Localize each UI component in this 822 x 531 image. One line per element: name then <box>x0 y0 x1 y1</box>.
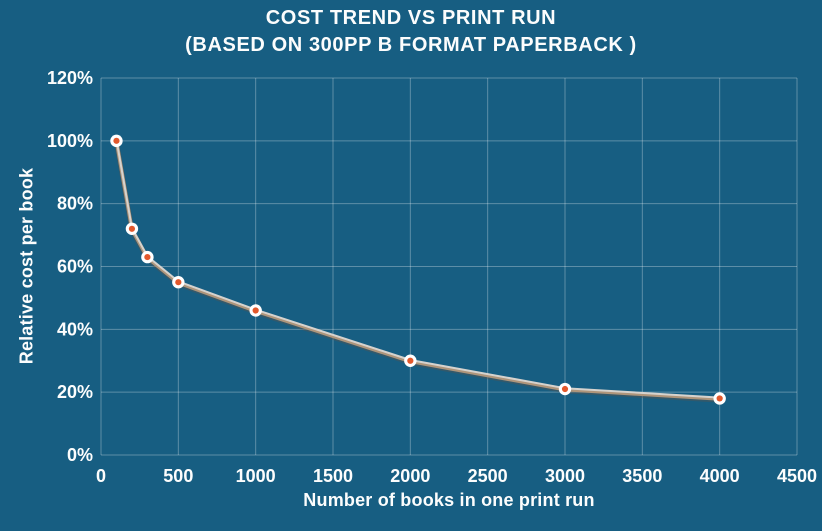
x-tick-label: 500 <box>163 466 193 486</box>
data-point <box>144 253 151 261</box>
x-tick-label: 2500 <box>468 466 508 486</box>
data-point <box>407 357 414 364</box>
x-tick-label: 4500 <box>777 466 817 486</box>
y-tick-label: 80% <box>57 194 93 214</box>
chart-title: COST TREND VS PRINT RUN <box>265 7 557 29</box>
x-tick-label: 3500 <box>622 466 662 486</box>
y-tick-label: 120% <box>47 68 93 88</box>
data-point <box>561 385 569 393</box>
x-tick-label: 3000 <box>545 466 585 486</box>
x-tick-label: 1000 <box>236 466 276 486</box>
x-tick-label: 1500 <box>313 466 353 486</box>
x-tick-label: 0 <box>96 466 106 486</box>
y-tick-label: 100% <box>47 131 93 151</box>
data-point <box>113 137 120 144</box>
chart-subtitle: (BASED ON 300PP B FORMAT PAPERBACK ) <box>185 34 637 56</box>
x-tick-label: 2000 <box>390 466 430 486</box>
series-line <box>114 139 722 401</box>
x-axis-title: Number of books in one print run <box>303 490 595 510</box>
series-line-highlight <box>115 138 721 399</box>
data-point <box>175 279 182 286</box>
y-tick-label: 0% <box>67 445 93 465</box>
data-point <box>252 307 259 314</box>
y-tick-label: 60% <box>57 257 93 277</box>
data-point <box>128 225 136 232</box>
y-tick-label: 20% <box>57 382 93 402</box>
y-tick-label: 40% <box>57 319 93 339</box>
x-tick-label: 4000 <box>700 466 740 486</box>
data-point <box>716 395 723 402</box>
